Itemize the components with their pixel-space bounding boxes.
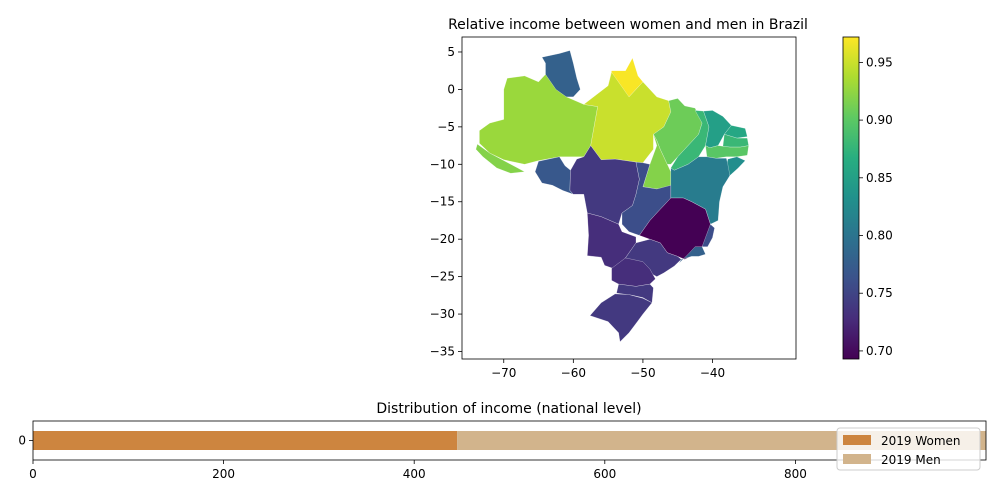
colorbar-gradient [843, 37, 859, 359]
map-region [678, 246, 706, 264]
colorbar-tick-label: 0.90 [866, 113, 893, 127]
map-x-tick: −40 [700, 359, 725, 380]
map-y-tick: −25 [430, 270, 462, 284]
map-y-axis: 5 0 −5 −10 −15 −20 −25 −30 −35 [430, 45, 462, 359]
map-region [701, 224, 715, 247]
colorbar-tick: 0.70 [859, 344, 893, 358]
colorbar: 0.70 0.75 0.80 0.85 0.90 0.95 [842, 36, 893, 360]
map-y-tick: −20 [430, 232, 462, 246]
map-y-tick-label: −25 [430, 270, 455, 284]
bar-y-tick: 0 [18, 434, 33, 448]
bar-x-axis: 0 200 400 600 800 [29, 460, 807, 481]
map-y-tick-label: −10 [430, 157, 455, 171]
map-x-tick-label: −60 [561, 366, 586, 380]
colorbar-tick: 0.85 [859, 171, 893, 185]
bar-x-tick-label: 600 [593, 467, 616, 481]
map-region [541, 50, 581, 98]
map-x-tick-label: −40 [700, 366, 725, 380]
bar-x-tick: 0 [29, 460, 37, 481]
map-y-tick-label: −5 [437, 120, 455, 134]
bar-segment [33, 431, 458, 450]
bar-y-tick-label: 0 [18, 434, 26, 448]
map-region [653, 98, 703, 165]
colorbar-ticks: 0.70 0.75 0.80 0.85 0.90 0.95 [859, 55, 893, 358]
map-region [534, 156, 574, 195]
colorbar-tick: 0.95 [859, 55, 893, 69]
colorbar-tick-label: 0.85 [866, 171, 893, 185]
map-x-tick: −60 [561, 359, 586, 380]
map-y-tick: 5 [447, 45, 462, 59]
map-region [475, 143, 525, 174]
colorbar-tick-label: 0.95 [866, 55, 893, 69]
map-y-tick-label: 0 [447, 82, 455, 96]
map-region [705, 145, 749, 159]
map-x-tick-label: −50 [630, 366, 655, 380]
bar-x-tick: 600 [593, 460, 616, 481]
bar-x-tick-label: 200 [212, 467, 235, 481]
map-x-tick: −70 [491, 359, 516, 380]
legend: 2019 Women 2019 Men [836, 427, 981, 471]
map-y-tick-label: −15 [430, 195, 455, 209]
colorbar-tick-label: 0.70 [866, 344, 893, 358]
map-title: Relative income between women and men in… [448, 17, 808, 33]
map-y-tick: −10 [430, 157, 462, 171]
map-x-tick: −50 [630, 359, 656, 380]
legend-box [836, 427, 981, 471]
map-x-axis: −70 −60 −50 −40 [491, 359, 725, 380]
colorbar-frame [842, 36, 860, 360]
colorbar-tick-label: 0.75 [866, 286, 893, 300]
bar-x-tick-label: 400 [403, 467, 426, 481]
bar-chart: Distribution of income (national level) … [18, 401, 987, 481]
colorbar-tick: 0.90 [859, 113, 893, 127]
map-y-tick-label: 5 [447, 45, 455, 59]
map-y-tick-label: −30 [430, 307, 455, 321]
map-region [724, 125, 748, 139]
map-chart: Relative income between women and men in… [430, 17, 808, 380]
bar-x-tick: 800 [784, 460, 807, 481]
legend-swatch [843, 435, 871, 445]
map-region [703, 110, 732, 148]
colorbar-tick: 0.75 [859, 286, 893, 300]
bar-x-tick: 200 [212, 460, 235, 481]
map-y-tick-label: −20 [430, 232, 455, 246]
bar-x-tick-label: 800 [784, 467, 807, 481]
bar-x-tick: 400 [403, 460, 426, 481]
map-x-tick-label: −70 [491, 366, 516, 380]
colorbar-tick-label: 0.80 [866, 229, 893, 243]
legend-label: 2019 Women [881, 434, 961, 448]
map-region [611, 257, 656, 287]
colorbar-tick: 0.80 [859, 229, 893, 243]
legend-label: 2019 Men [881, 453, 941, 467]
map-y-tick: 0 [447, 82, 462, 96]
map-y-tick: −30 [430, 307, 462, 321]
bar-title: Distribution of income (national level) [376, 401, 641, 417]
map-y-tick: −35 [430, 345, 462, 359]
map-region [589, 293, 653, 342]
map-y-tick-label: −35 [430, 345, 455, 359]
map-y-tick: −15 [430, 195, 462, 209]
bar-y-axis: 0 [18, 434, 33, 448]
map-y-tick: −5 [437, 120, 462, 134]
map-regions [475, 50, 749, 342]
map-axes-frame [461, 36, 797, 360]
legend-swatch [843, 454, 871, 464]
bar-x-tick-label: 0 [29, 467, 37, 481]
